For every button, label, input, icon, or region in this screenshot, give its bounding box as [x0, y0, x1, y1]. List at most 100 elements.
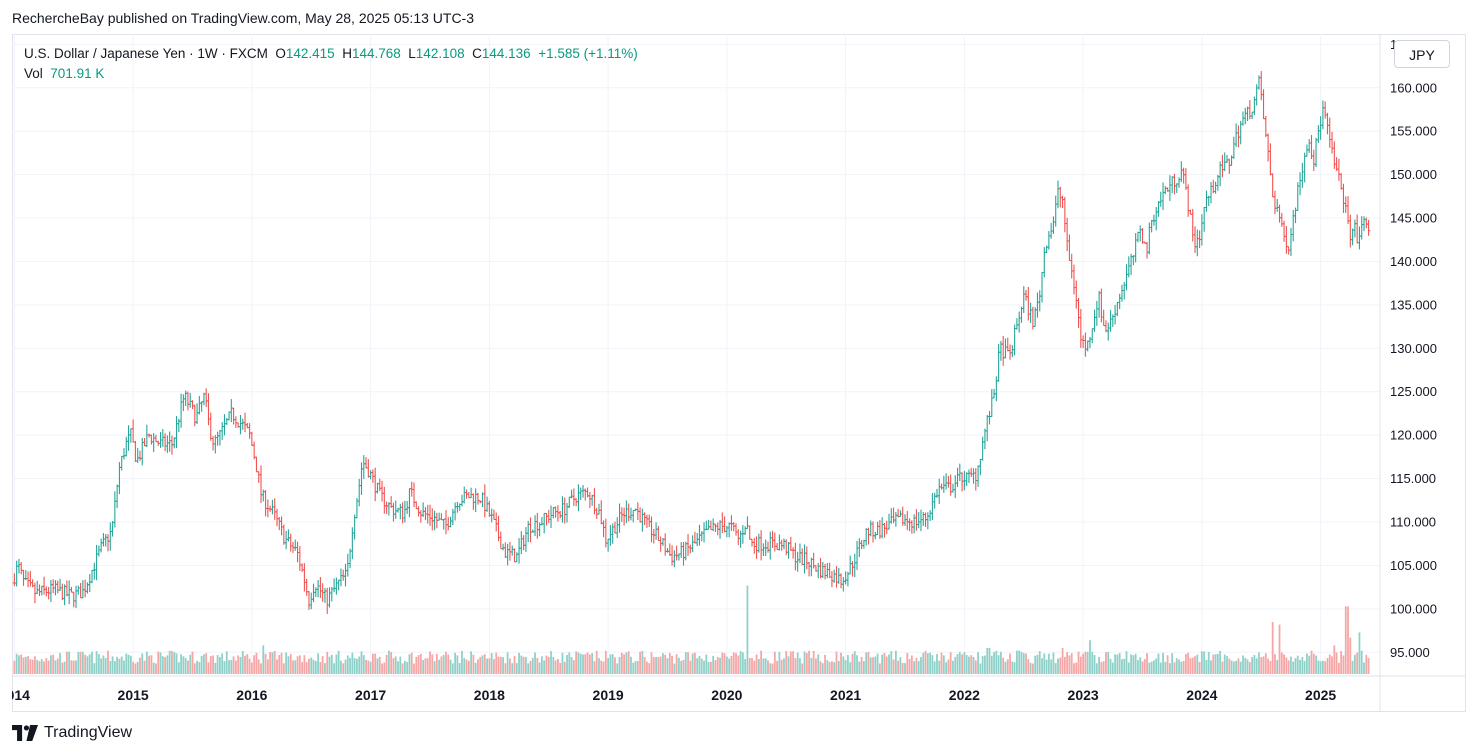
volume-bar — [1358, 632, 1361, 674]
volume-bar — [1248, 662, 1251, 674]
y-tick-label: 130.000 — [1390, 341, 1437, 356]
volume-bar — [1278, 624, 1281, 674]
volume-bar — [70, 660, 73, 674]
volume-bar — [1187, 652, 1190, 674]
volume-bar — [552, 657, 555, 674]
volume-bar — [910, 655, 913, 674]
volume-bar — [132, 661, 135, 674]
volume-bar — [383, 662, 386, 674]
volume-bar — [776, 660, 779, 674]
volume-bar — [219, 657, 221, 674]
x-tick-label: 2020 — [711, 687, 742, 703]
low-label: L — [408, 46, 416, 61]
volume-bar — [1333, 645, 1336, 674]
volume-bar — [1198, 661, 1201, 674]
volume-bar — [451, 663, 454, 674]
volume-bar — [175, 653, 178, 674]
volume-bar — [1022, 653, 1025, 674]
symbol-label: U.S. Dollar / Japanese Yen · 1W · FXCM — [24, 46, 268, 61]
volume-bar — [116, 656, 119, 674]
volume-bar — [639, 651, 641, 674]
volume-bar — [1312, 653, 1315, 674]
volume-bar — [241, 651, 244, 674]
volume-bar — [984, 655, 986, 674]
volume-bar — [15, 653, 18, 674]
volume-bar — [1054, 663, 1057, 674]
volume-bar — [799, 658, 801, 674]
volume-bar — [1194, 656, 1196, 674]
volume-bar — [319, 662, 322, 674]
volume-bar — [109, 661, 112, 674]
volume-bar — [965, 655, 968, 674]
open-label: O — [275, 46, 286, 61]
price-chart[interactable]: 95.000 100.000 105.000 110.000 115.000 120.00… — [12, 34, 1466, 712]
volume-bar — [1070, 653, 1073, 674]
volume-bar — [387, 650, 390, 674]
volume-bar — [974, 660, 977, 674]
volume-bar — [894, 650, 897, 674]
volume-bar — [59, 652, 61, 674]
volume-bar — [851, 653, 854, 674]
volume-bar — [755, 654, 758, 674]
currency-button[interactable]: JPY — [1394, 40, 1450, 68]
volume-bar — [1139, 657, 1142, 674]
volume-bar — [93, 663, 96, 674]
volume-bar — [161, 656, 164, 674]
volume-bar — [646, 661, 648, 674]
volume-bar — [483, 654, 486, 674]
volume-bar — [1230, 660, 1233, 674]
volume-bar — [1036, 654, 1039, 674]
volume-bar — [584, 654, 587, 674]
volume-bar — [577, 652, 580, 674]
volume-bar — [876, 653, 879, 674]
volume-bar — [675, 654, 678, 674]
volume-bar — [139, 657, 141, 674]
high-label: H — [342, 46, 352, 61]
volume-bar — [616, 663, 619, 674]
volume-bar — [865, 652, 868, 674]
volume-bar — [815, 658, 817, 674]
y-tick-label: 105.000 — [1390, 558, 1437, 573]
volume-bar — [917, 661, 920, 674]
volume-bar — [709, 661, 712, 674]
volume-bar — [278, 655, 281, 674]
tradingview-brand[interactable]: TradingView — [12, 724, 132, 742]
volume-bar — [1141, 661, 1144, 674]
ohlc-legend: U.S. Dollar / Japanese Yen · 1W · FXCM O… — [24, 46, 638, 61]
volume-bar — [442, 654, 445, 674]
volume-bar — [1347, 606, 1349, 674]
volume-bar — [1118, 653, 1121, 674]
volume-bar — [609, 654, 612, 674]
volume-bar — [783, 658, 785, 674]
volume-bar — [1184, 653, 1187, 674]
volume-bar — [239, 656, 242, 674]
volume-bar — [826, 660, 829, 674]
volume-bar — [1100, 661, 1103, 674]
x-tick-label: 2014 — [12, 687, 30, 703]
tradingview-logo-icon — [12, 725, 38, 741]
volume-bar — [234, 660, 237, 674]
volume-bar — [744, 659, 747, 674]
volume-bar — [545, 655, 548, 674]
volume-bar — [789, 651, 792, 674]
volume-bar — [988, 648, 991, 674]
volume-bar — [1121, 659, 1123, 674]
volume-bar — [796, 652, 799, 674]
volume-bar — [1290, 656, 1292, 674]
volume-bar — [367, 660, 370, 674]
volume-bar — [696, 658, 699, 674]
volume-bar — [906, 653, 909, 674]
publisher-line: RechercheBay published on TradingView.co… — [12, 10, 475, 26]
volume-bar — [207, 662, 210, 674]
volume-bar — [769, 663, 772, 674]
volume-bar — [1166, 655, 1169, 674]
volume-bar — [155, 663, 157, 674]
volume-bar — [1356, 652, 1359, 674]
volume-bar — [1066, 652, 1069, 674]
volume-bar — [262, 645, 265, 674]
y-tick-label: 160.000 — [1390, 80, 1437, 95]
volume-bar — [1267, 658, 1270, 674]
volume-bar — [20, 654, 23, 674]
volume-bar — [1219, 650, 1222, 674]
volume-bar — [1226, 656, 1228, 674]
